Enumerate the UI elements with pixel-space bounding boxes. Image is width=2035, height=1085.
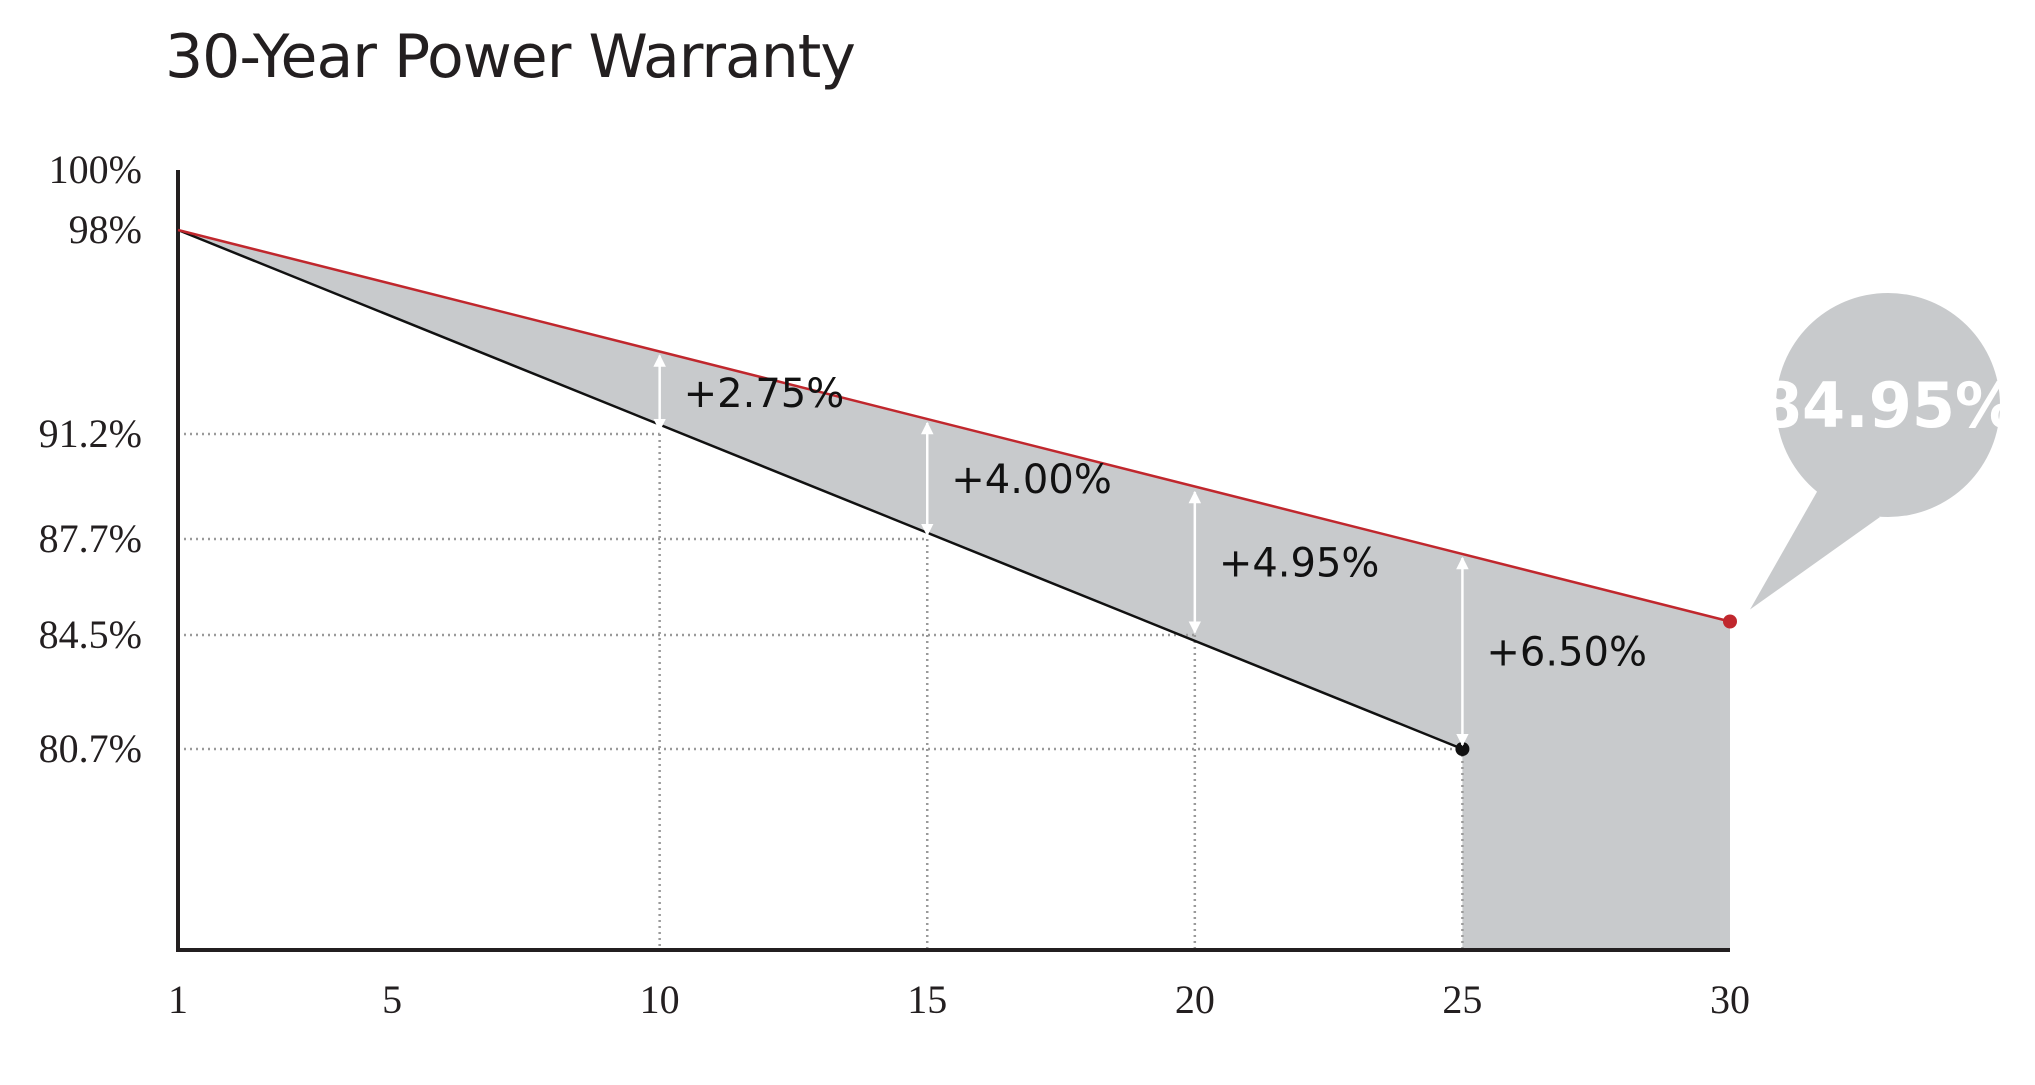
warranty-degradation-line — [177, 228, 1731, 623]
difference-label-0: +2.75% — [684, 371, 845, 417]
y-tick-label: 100% — [49, 147, 142, 192]
difference-label-2: +4.95% — [1219, 540, 1380, 586]
y-tick-label: 91.2% — [39, 411, 142, 456]
callout-bubble — [1776, 293, 2000, 517]
y-tick-label: 80.7% — [39, 726, 142, 771]
x-tick-label: 10 — [640, 977, 680, 1022]
industry-degradation-line — [177, 228, 1463, 751]
callout-pointer — [1750, 490, 1880, 610]
y-tick-label: 98% — [69, 207, 142, 252]
x-tick-label: 20 — [1175, 977, 1215, 1022]
x-tick-label: 15 — [907, 977, 947, 1022]
y-tick-label: 87.7% — [39, 516, 142, 561]
x-tick-label: 25 — [1442, 977, 1482, 1022]
warranty-gain-area — [178, 230, 1730, 950]
y-tick-label: 84.5% — [39, 612, 142, 657]
difference-label-3: +6.50% — [1486, 630, 1647, 676]
warranty-end-point — [1723, 614, 1737, 629]
callout-value: 84.95% — [1759, 369, 2017, 442]
difference-label-1: +4.00% — [951, 457, 1112, 503]
x-tick-label: 5 — [382, 977, 402, 1022]
chart-title: 30-Year Power Warranty — [165, 22, 856, 92]
x-tick-label: 30 — [1710, 977, 1750, 1022]
x-tick-label: 1 — [168, 977, 188, 1022]
